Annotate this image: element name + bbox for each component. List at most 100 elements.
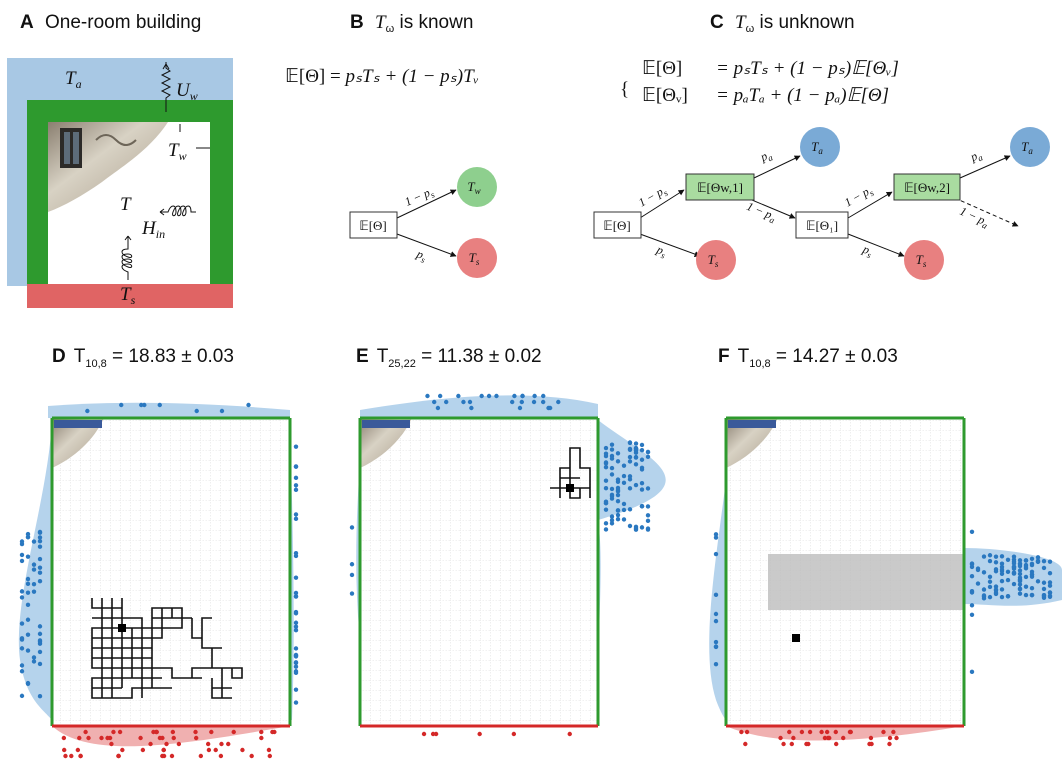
sample-dot (293, 611, 299, 616)
sample-dot (85, 408, 90, 414)
sample-dot (999, 571, 1005, 576)
sample-dot (603, 451, 609, 456)
svg-text:Uw: Uw (176, 80, 198, 103)
sample-dot (293, 475, 299, 481)
sample-dot (69, 753, 74, 759)
svg-text:𝔼[Θ]: 𝔼[Θ] (359, 218, 387, 233)
sample-dot (293, 464, 299, 469)
sample-dot (993, 590, 999, 596)
resistor-icon (160, 62, 172, 112)
sample-dot (645, 513, 651, 518)
svg-text:Hin: Hin (141, 218, 165, 241)
sample-dot (19, 552, 25, 558)
sample-dot (603, 521, 609, 526)
sample-dot (1029, 585, 1035, 591)
panel-c-tree: 𝔼[Θ] 𝔼[Θw,1] 𝔼[Θ₁] 𝔼[Θw,2] Ta Ta Ts Ts p… (593, 127, 1050, 280)
sample-dot (1017, 563, 1023, 569)
sample-dot (993, 587, 999, 592)
sample-dot (627, 477, 633, 482)
sample-dot (293, 628, 299, 633)
sample-dot (987, 558, 993, 564)
sample-dot (981, 587, 987, 592)
sample-dot (19, 541, 25, 547)
sample-dot (609, 486, 615, 492)
sample-dot (519, 399, 525, 405)
sample-dot (987, 553, 993, 558)
panel-b-equation: 𝔼[Θ] = pₛTₛ + (1 − pₛ)Tᵥ (285, 66, 479, 87)
sample-dot (713, 661, 719, 667)
sample-dot (969, 564, 975, 570)
sample-dot (645, 526, 651, 531)
sample-dot (151, 729, 156, 735)
sample-dot (437, 393, 443, 399)
sample-dot (615, 508, 621, 513)
sample-dot (1005, 577, 1011, 583)
sample-dot (789, 741, 795, 747)
sample-dot (1029, 569, 1035, 575)
sample-dot (19, 636, 25, 641)
random-walk-path (91, 598, 243, 699)
random-walk-grid (18, 402, 299, 759)
sample-dot (621, 517, 627, 522)
sample-dot (713, 611, 719, 617)
sample-dot (999, 561, 1005, 566)
sample-dot (293, 516, 299, 522)
panel-f-letter: F (718, 346, 730, 367)
tw-node (457, 167, 497, 207)
sample-dot (645, 504, 651, 509)
sample-dot (266, 747, 272, 753)
sample-dot (627, 446, 633, 452)
sample-dot (827, 735, 832, 741)
sample-dot (293, 620, 299, 625)
sample-dot (25, 576, 31, 582)
sample-dot (609, 521, 615, 526)
sample-dot (713, 639, 719, 645)
sample-dot (293, 653, 299, 658)
sample-dot (981, 554, 987, 559)
sample-dot (86, 735, 91, 741)
sample-dot (824, 729, 830, 735)
sample-dot (1035, 579, 1041, 584)
sample-dot (633, 527, 639, 532)
sample-dot (609, 518, 615, 523)
sample-dot (615, 451, 621, 456)
sample-dot (609, 453, 615, 459)
sample-dot (1023, 566, 1029, 571)
sample-dot (609, 514, 615, 519)
sample-dot (37, 565, 43, 570)
sample-dot (615, 459, 621, 464)
sample-dot (31, 659, 37, 664)
sample-dot (19, 669, 25, 674)
start-point (566, 484, 574, 492)
sample-dot (249, 753, 254, 759)
sample-dot (161, 747, 167, 753)
sample-dot (171, 735, 176, 741)
sample-dot (540, 399, 546, 405)
sample-dot (169, 753, 175, 759)
sample-dot (639, 487, 645, 492)
sample-dot (1029, 556, 1035, 561)
sample-dot (1041, 580, 1047, 585)
sample-dot (867, 741, 872, 747)
sample-dot (627, 507, 633, 512)
panel-a-title: One-room building (45, 12, 201, 33)
sample-dot (267, 753, 273, 759)
sample-dot (799, 729, 805, 735)
sample-dot (148, 741, 153, 747)
sample-dot (999, 594, 1005, 600)
sample-dot (969, 561, 975, 566)
sample-dot (603, 478, 609, 483)
sample-dot (1047, 593, 1053, 598)
sample-dot (841, 735, 846, 741)
sample-dot (713, 618, 719, 624)
sample-dot (975, 581, 981, 586)
sample-dot (421, 731, 427, 737)
sample-dot (609, 465, 615, 471)
sample-dot (37, 570, 43, 575)
sample-dot (37, 694, 43, 699)
window-photo-icon (360, 418, 412, 468)
sample-dot (194, 408, 199, 414)
sample-dot (511, 731, 517, 737)
sample-dot (645, 454, 651, 460)
